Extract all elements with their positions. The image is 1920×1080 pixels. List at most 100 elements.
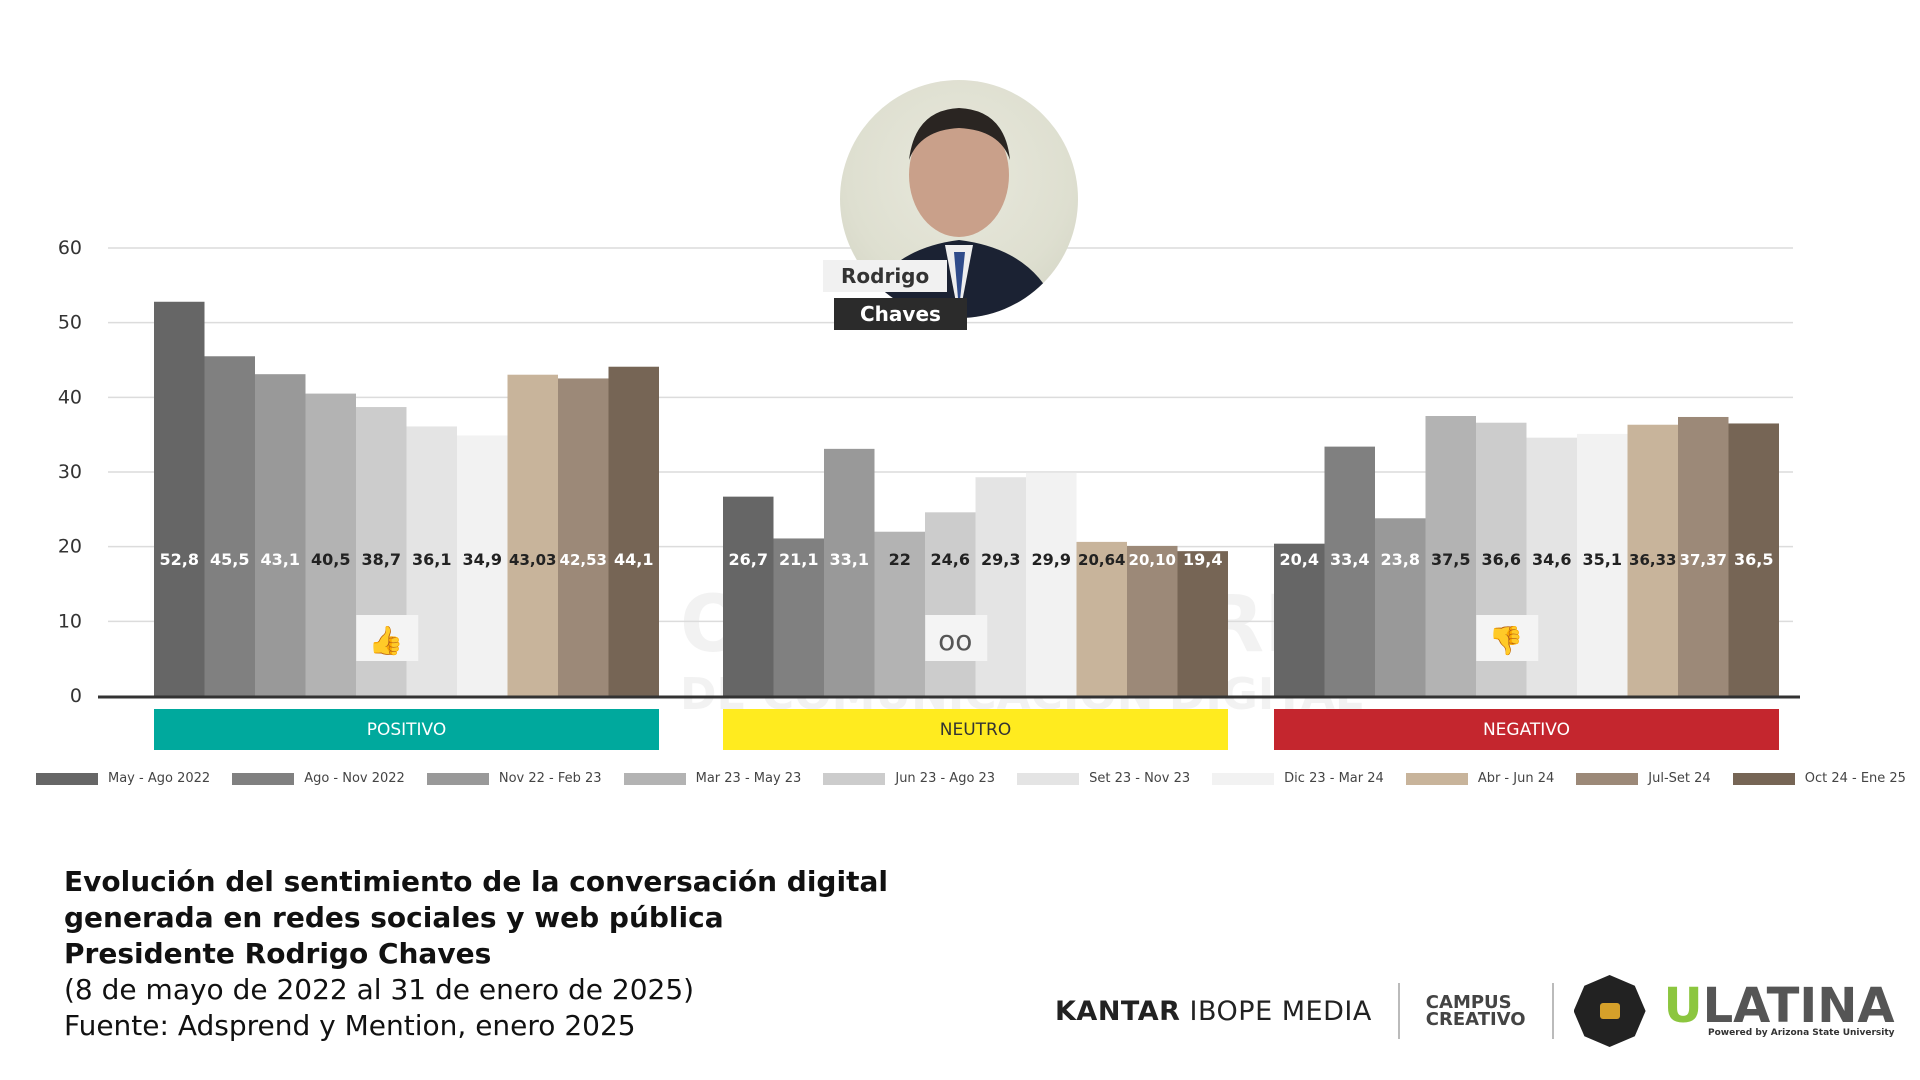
thumbs-up-icon [356, 615, 419, 661]
caption-title-1: Evolución del sentimiento de la conversa… [64, 865, 888, 898]
bar [1678, 416, 1729, 696]
legend-label: Set 23 - Nov 23 [1089, 771, 1191, 786]
legend-swatch [823, 772, 886, 785]
category-band-neutro: NEUTRO [723, 709, 1228, 750]
bar [824, 448, 875, 696]
campus-creativo-logo: CAMPUS CREATIVO [1425, 992, 1526, 1030]
legend-swatch [1017, 772, 1080, 785]
data-label: 20,64 [1078, 551, 1125, 569]
bar [204, 356, 255, 696]
legend-label: Nov 22 - Feb 23 [498, 771, 602, 786]
data-label: 29,3 [981, 550, 1020, 569]
data-label: 36,5 [1734, 550, 1773, 569]
legend-swatch [426, 772, 489, 785]
data-label: 20,4 [1280, 550, 1319, 569]
legend-swatch [1212, 772, 1275, 785]
data-label: 21,1 [779, 550, 818, 569]
bar [1324, 446, 1375, 696]
kantar-logo: KANTAR IBOPE MEDIA [1055, 995, 1372, 1027]
bar [773, 538, 824, 696]
data-label: 33,1 [830, 550, 869, 569]
thumbs-up-icon: 👍 [369, 624, 404, 657]
bar [1127, 545, 1178, 696]
bar [874, 531, 925, 696]
legend-item: Jul-Set 24 [1576, 771, 1711, 786]
data-label: 23,8 [1381, 550, 1420, 569]
bar [925, 512, 976, 696]
data-label: 43,1 [261, 550, 300, 569]
data-label: 43,03 [509, 551, 556, 569]
legend-label: Oct 24 - Ene 25 [1804, 771, 1906, 786]
legend-item: Oct 24 - Ene 25 [1732, 771, 1906, 786]
data-label: 38,7 [362, 550, 401, 569]
data-label: 20,10 [1129, 551, 1176, 569]
legend-label: Jul-Set 24 [1648, 771, 1711, 786]
y-tick-label: 50 [58, 312, 82, 334]
data-label: 45,5 [210, 550, 249, 569]
legend-label: May - Ago 2022 [108, 771, 211, 786]
bar [507, 374, 558, 696]
legend-label: Mar 23 - May 23 [695, 771, 802, 786]
bar [154, 301, 205, 696]
y-tick-label: 10 [58, 610, 82, 632]
person-last-name: Chaves [834, 298, 967, 330]
qs-badge-icon [1573, 975, 1646, 1047]
legend: May - Ago 2022 Ago - Nov 2022 Nov 22 - Feb… [36, 771, 1906, 786]
bar [255, 374, 306, 696]
legend-swatch [1405, 772, 1468, 785]
y-tick-label: 30 [58, 461, 82, 483]
legend-item: Set 23 - Nov 23 [1017, 771, 1190, 786]
bar [1274, 543, 1325, 696]
ulatina-logo: ULATINA Powered by Arizona State Universi… [1663, 978, 1895, 1038]
data-label: 42,53 [560, 551, 607, 569]
divider [1397, 983, 1400, 1039]
legend-item: Mar 23 - May 23 [623, 771, 802, 786]
caption-title-2: generada en redes sociales y web pública [64, 901, 724, 934]
bar [1375, 518, 1426, 696]
bar [1026, 472, 1077, 696]
data-label: 26,7 [729, 550, 768, 569]
legend-label: Abr - Jun 24 [1477, 771, 1555, 786]
caption: Evolución del sentimiento de la conversa… [64, 864, 888, 1044]
data-label: 52,8 [160, 550, 199, 569]
data-label: 37,37 [1680, 551, 1727, 569]
legend-item: Abr - Jun 24 [1405, 771, 1555, 786]
legend-label: Dic 23 - Mar 24 [1284, 771, 1384, 786]
legend-swatch [623, 772, 686, 785]
bar [558, 378, 609, 696]
bar [1577, 433, 1628, 696]
legend-label: Jun 23 - Ago 23 [895, 771, 996, 786]
bar [1728, 423, 1779, 696]
legend-swatch [232, 772, 295, 785]
y-tick-label: 0 [70, 685, 82, 707]
thumbs-down-icon [1476, 615, 1539, 661]
category-band-negativo: NEGATIVO [1274, 709, 1779, 750]
bar [1627, 424, 1678, 696]
bar [305, 393, 356, 696]
data-label: 29,9 [1032, 550, 1071, 569]
legend-swatch [36, 772, 98, 785]
category-band-positivo: POSITIVO [154, 709, 659, 750]
data-label: 34,9 [463, 550, 502, 569]
data-label: 40,5 [311, 550, 350, 569]
legend-item: Nov 22 - Feb 23 [426, 771, 602, 786]
logos: KANTAR IBOPE MEDIA CAMPUS CREATIVO ULATIN… [1055, 975, 1895, 1047]
legend-item: May - Ago 2022 [36, 771, 210, 786]
data-label: 34,6 [1532, 550, 1571, 569]
neutral-face-icon: oo [938, 624, 972, 657]
bar [723, 496, 774, 696]
data-label: 36,6 [1482, 550, 1521, 569]
bar [1076, 541, 1127, 696]
legend-item: Ago - Nov 2022 [232, 771, 405, 786]
caption-source: Fuente: Adsprend y Mention, enero 2025 [64, 1009, 636, 1042]
bar [1425, 416, 1476, 696]
legend-label: Ago - Nov 2022 [304, 771, 405, 786]
data-label: 44,1 [614, 550, 653, 569]
y-tick-label: 20 [58, 536, 82, 558]
data-label: 24,6 [931, 550, 970, 569]
data-label: 33,4 [1330, 550, 1369, 569]
caption-period: (8 de mayo de 2022 al 31 de enero de 202… [64, 973, 695, 1006]
bar [457, 435, 508, 696]
data-label: 37,5 [1431, 550, 1470, 569]
